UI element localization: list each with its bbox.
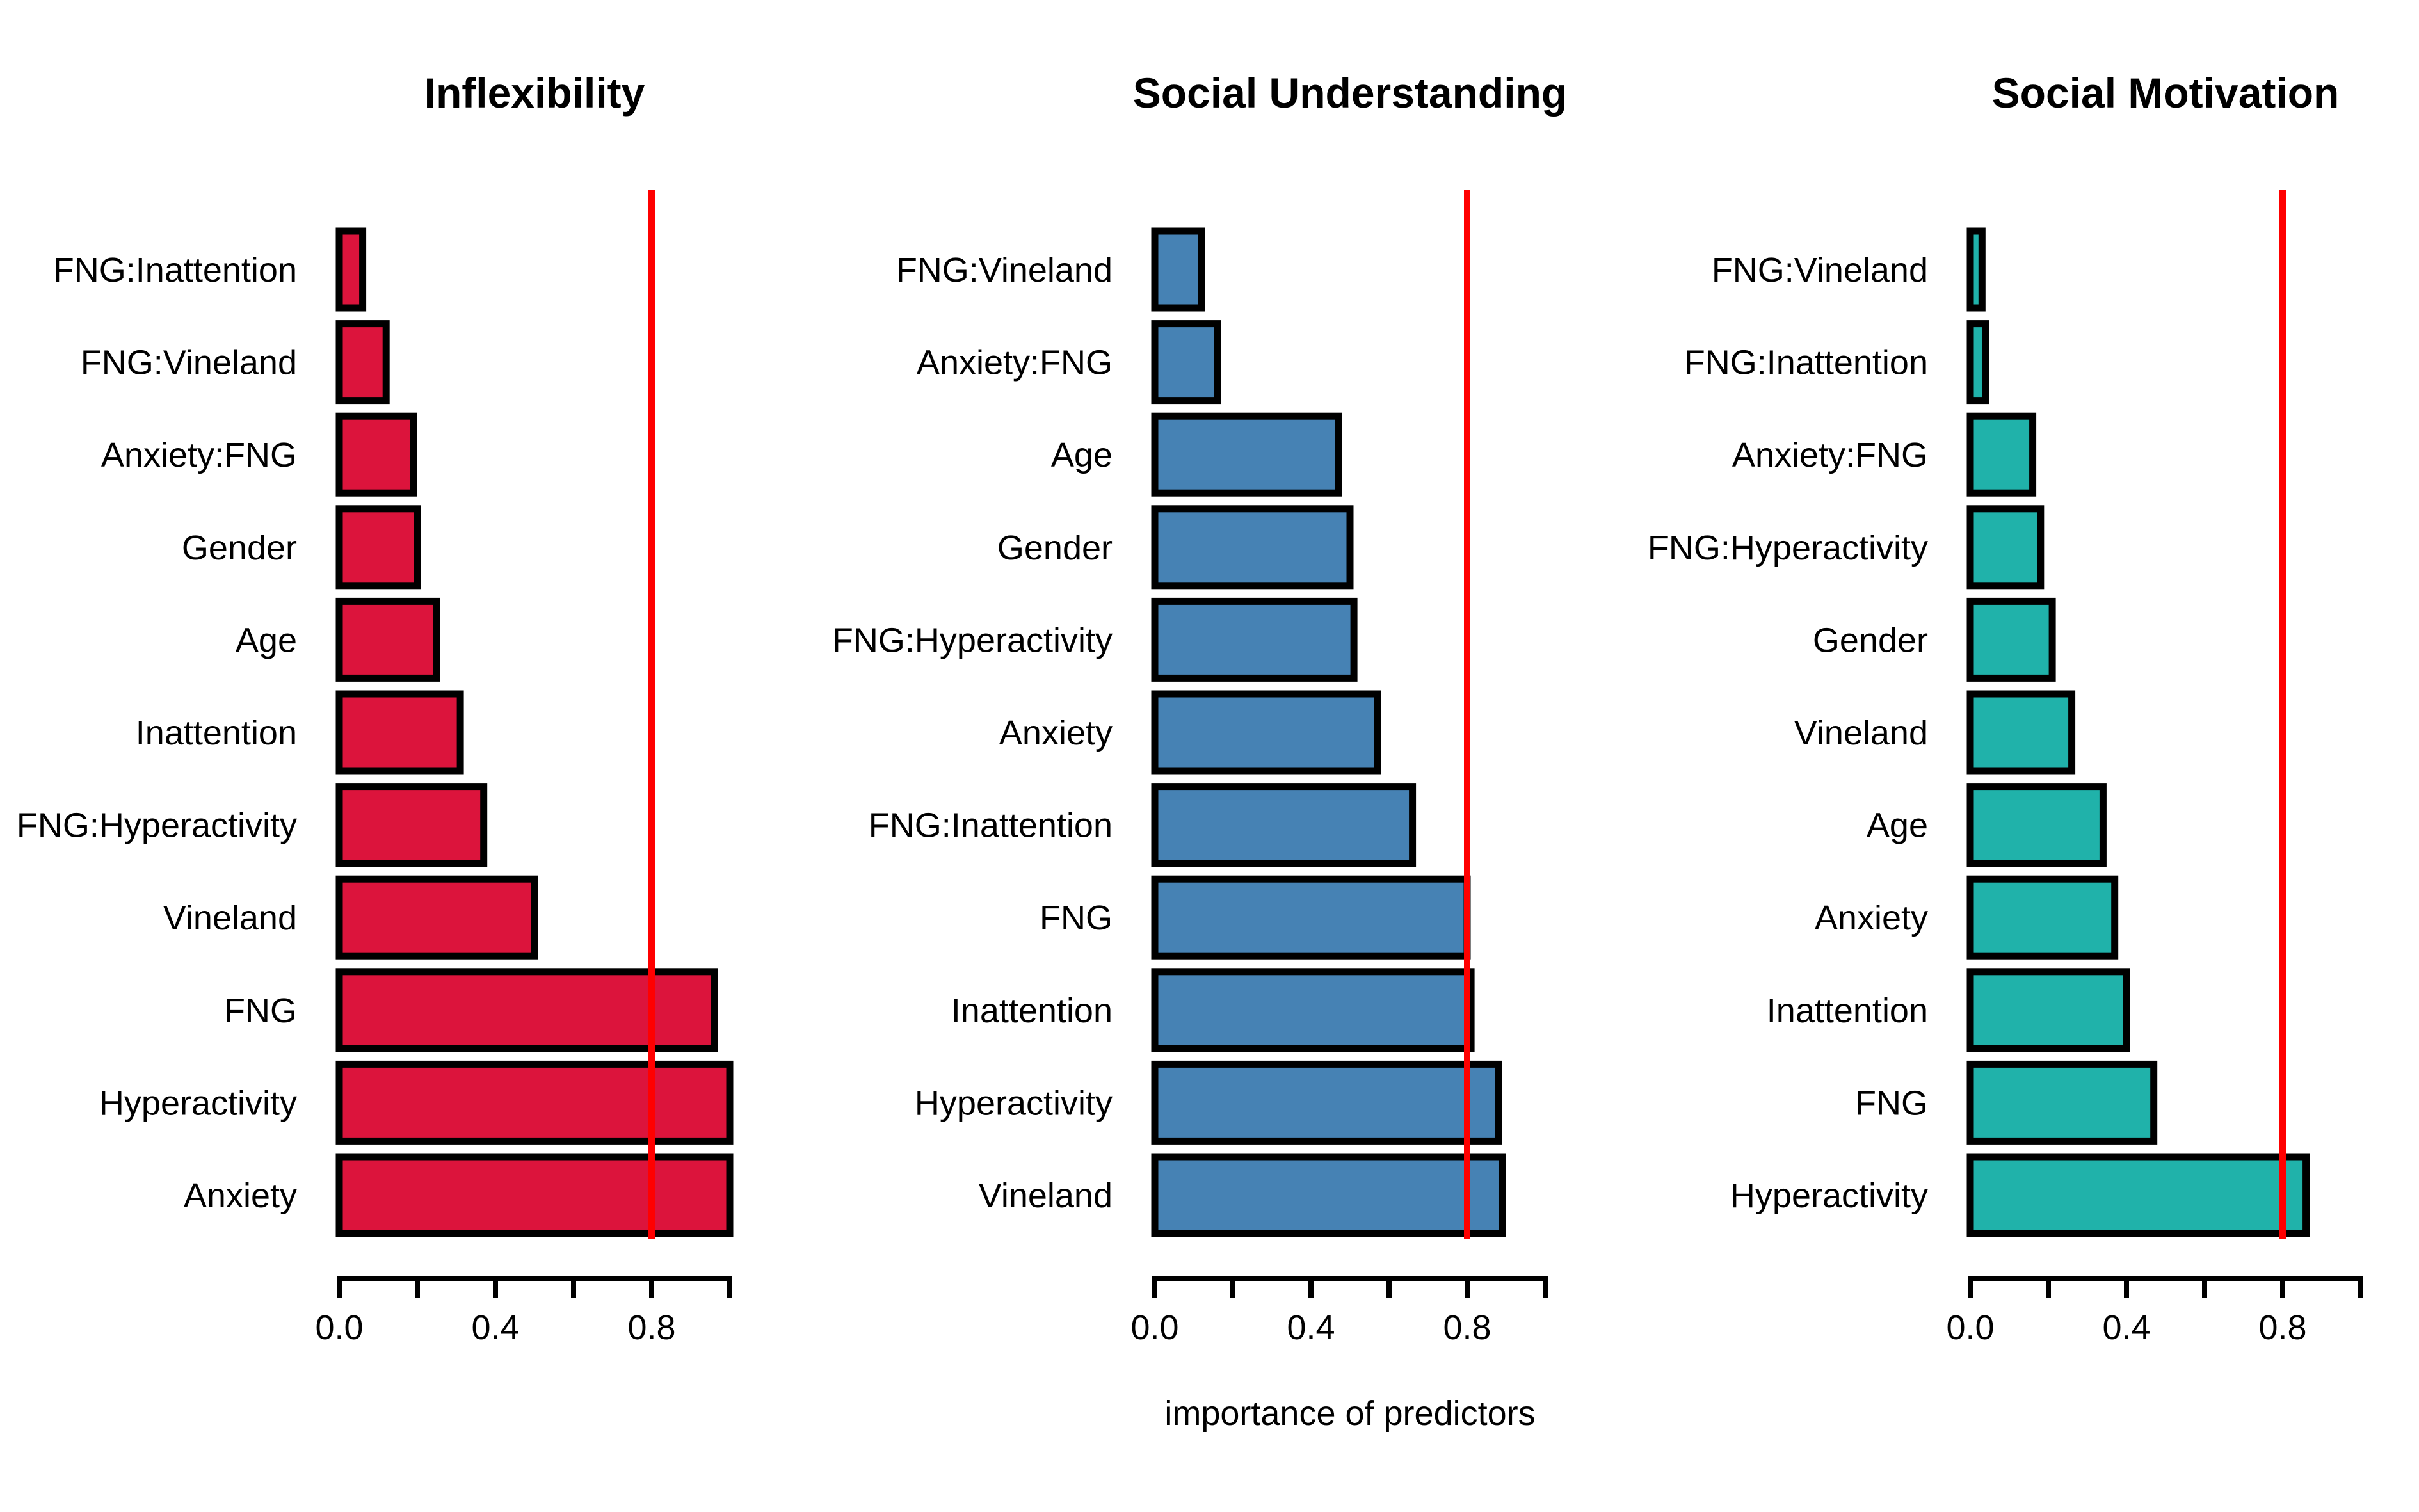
category-label: FNG:Vineland: [81, 344, 297, 382]
bar-fng-hyperactivity: [335, 783, 488, 867]
bar-age: [1966, 783, 2107, 867]
bar-gender: [335, 505, 421, 590]
bar-hyperactivity: [1151, 1060, 1502, 1145]
bar-inattention: [1966, 968, 2130, 1052]
category-label: FNG:Inattention: [869, 807, 1113, 845]
bar-age: [335, 597, 440, 682]
bar-vineland: [335, 875, 538, 960]
bar-fng: [1966, 1060, 2158, 1145]
category-label: Gender: [997, 529, 1113, 567]
category-label: Age: [236, 621, 297, 659]
bar-fng-inattention: [1966, 320, 1989, 405]
category-label: FNG: [1040, 899, 1113, 937]
bar-fng-inattention: [335, 227, 367, 312]
category-label: Hyperactivity: [99, 1084, 297, 1122]
bar-gender: [1151, 505, 1354, 590]
category-label: FNG:Vineland: [896, 251, 1113, 289]
x-tick-label: 0.8: [627, 1308, 675, 1347]
category-label: Anxiety: [184, 1177, 297, 1215]
category-label: Age: [1051, 436, 1113, 474]
panel-social-motivation: Social Motivation FNG:Vineland FNG:Inatten…: [1648, 69, 2363, 1347]
category-label: Anxiety:FNG: [917, 344, 1113, 382]
category-label: FNG:Inattention: [1684, 344, 1928, 382]
bar-fng: [1151, 875, 1471, 960]
category-label: FNG:Vineland: [1712, 251, 1928, 289]
bar-anxiety-fng: [1966, 412, 2037, 497]
bar-fng-vineland: [335, 320, 390, 405]
category-label: Hyperactivity: [915, 1084, 1113, 1122]
category-label: Age: [1867, 807, 1928, 845]
category-label: FNG:Hyperactivity: [832, 621, 1113, 659]
bar-age: [1151, 412, 1342, 497]
bar-gender: [1966, 597, 2056, 682]
category-label: Inattention: [951, 992, 1113, 1030]
category-label: Inattention: [1767, 992, 1928, 1030]
category-label: FNG: [224, 992, 297, 1030]
x-axis-label: importance of predictors: [1164, 1394, 1535, 1433]
panel-title: Social Motivation: [1992, 69, 2340, 117]
panel-inflexibility: Inflexibility FNG:Inattention FNG:Vineland…: [17, 69, 734, 1347]
bar-fng-vineland: [1151, 227, 1205, 312]
bar-anxiety-fng: [1151, 320, 1221, 405]
panel-title: Inflexibility: [424, 69, 645, 117]
x-tick-label: 0.4: [2102, 1308, 2150, 1347]
category-label: Vineland: [979, 1177, 1113, 1215]
bar-fng-inattention: [1151, 783, 1417, 867]
bar-fng: [335, 968, 718, 1052]
category-label: Hyperactivity: [1730, 1177, 1928, 1215]
panel-social-understanding: Social Understanding FNG:Vineland Anxiety:…: [832, 69, 1567, 1433]
category-label: FNG:Hyperactivity: [1648, 529, 1928, 567]
bar-inattention: [1151, 968, 1475, 1052]
bar-anxiety-fng: [335, 412, 417, 497]
bar-hyperactivity: [335, 1060, 734, 1145]
category-label: Anxiety:FNG: [101, 436, 297, 474]
panel-title: Social Understanding: [1133, 69, 1567, 117]
bar-anxiety: [335, 1153, 734, 1237]
category-label: FNG: [1855, 1084, 1928, 1122]
x-tick-label: 0.0: [1130, 1308, 1178, 1347]
chart-panels: Inflexibility FNG:Inattention FNG:Vineland…: [17, 69, 2363, 1433]
bar-fng-vineland: [1966, 227, 1986, 312]
category-label: Inattention: [136, 714, 297, 752]
category-label: Anxiety: [1815, 899, 1928, 937]
bar-fng-hyperactivity: [1151, 597, 1358, 682]
category-label: Anxiety: [999, 714, 1113, 752]
bar-inattention: [335, 690, 464, 775]
category-label: Gender: [1813, 621, 1928, 659]
bar-vineland: [1151, 1153, 1506, 1237]
category-label: FNG:Hyperactivity: [17, 807, 297, 845]
bar-hyperactivity: [1966, 1153, 2310, 1237]
x-tick-label: 0.4: [471, 1308, 519, 1347]
x-tick-label: 0.8: [2258, 1308, 2306, 1347]
category-label: Vineland: [1794, 714, 1928, 752]
category-label: Vineland: [163, 899, 297, 937]
bar-anxiety: [1151, 690, 1381, 775]
category-label: Anxiety:FNG: [1732, 436, 1928, 474]
bar-vineland: [1966, 690, 2076, 775]
x-tick-label: 0.4: [1287, 1308, 1335, 1347]
x-tick-label: 0.0: [1946, 1308, 1994, 1347]
bar-anxiety: [1966, 875, 2119, 960]
x-tick-label: 0.0: [315, 1308, 363, 1347]
bar-fng-hyperactivity: [1966, 505, 2045, 590]
category-label: FNG:Inattention: [53, 251, 297, 289]
x-tick-label: 0.8: [1443, 1308, 1491, 1347]
category-label: Gender: [182, 529, 297, 567]
